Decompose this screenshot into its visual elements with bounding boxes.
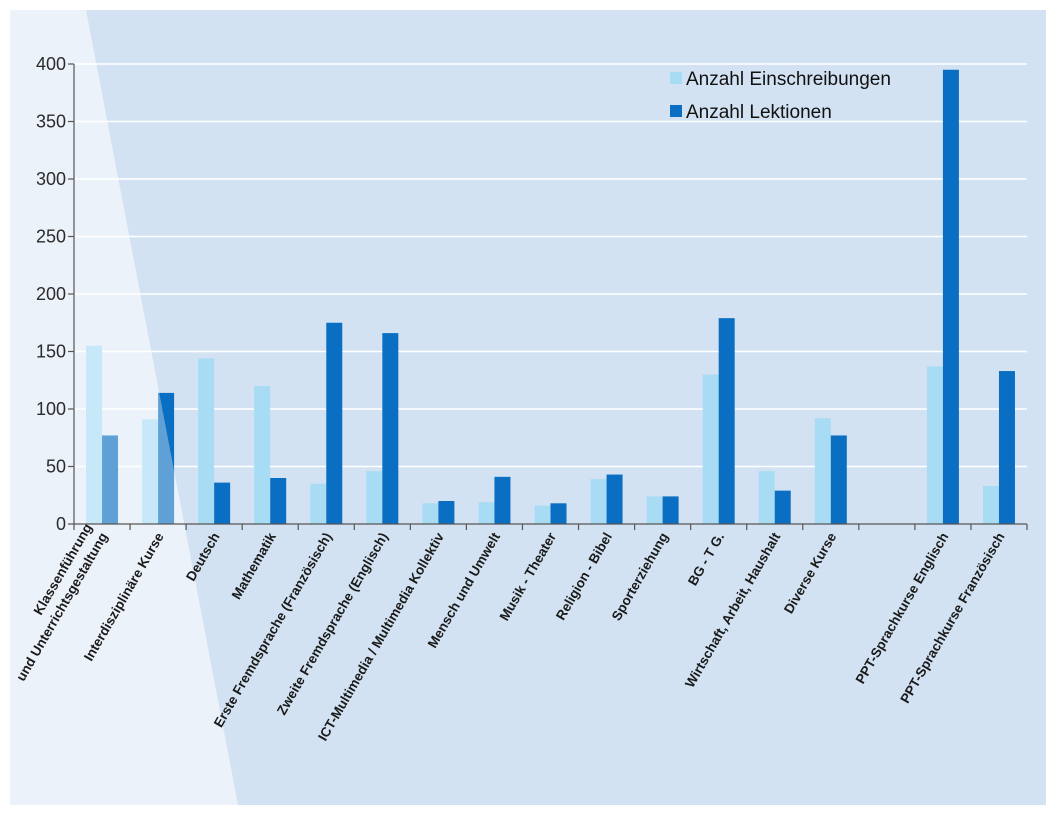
bar-lektionen (214, 482, 231, 524)
legend: Anzahl Einschreibungen Anzahl Lektionen (670, 69, 891, 123)
bar-lektionen (382, 333, 399, 524)
bar-lektionen (326, 322, 343, 524)
bar-einschreibungen (310, 483, 327, 524)
bar-lektionen (998, 371, 1015, 524)
bar-einschreibungen (814, 418, 831, 524)
bar-lektionen (494, 476, 511, 524)
bar-lektionen (774, 490, 791, 524)
bar-lektionen (718, 318, 735, 524)
axes (68, 63, 1028, 530)
bar-einschreibungen (982, 486, 999, 524)
legend-label: Anzahl Einschreibungen (686, 69, 891, 90)
bar-einschreibungen (758, 471, 775, 524)
bar-lektionen (158, 392, 175, 524)
legend-swatch (670, 105, 682, 117)
bars (10, 10, 1015, 805)
bar-einschreibungen (590, 479, 607, 524)
legend-swatch (670, 72, 682, 84)
y-axis-ticks: 0 50 100 150 200 250 300 350 400 (36, 54, 66, 534)
bar-lektionen (438, 501, 455, 524)
bar-lektionen (550, 503, 567, 524)
y-tick-label: 0 (56, 514, 66, 534)
bar-einschreibungen (142, 419, 159, 524)
grid-lines (74, 63, 1027, 468)
bar-lektionen (830, 435, 847, 524)
legend-label: Anzahl Lektionen (686, 102, 832, 123)
bar-lektionen (270, 478, 287, 524)
bar-lektionen (942, 69, 959, 524)
y-tick-label: 350 (36, 112, 66, 132)
bar-einschreibungen (422, 503, 439, 524)
bar-einschreibungen (86, 345, 103, 524)
y-tick-label: 50 (46, 457, 66, 477)
panel-light-stripe (10, 10, 238, 805)
bar-lektionen (662, 496, 679, 524)
y-tick-label: 200 (36, 284, 66, 304)
bar-lektionen (606, 474, 623, 524)
bar-einschreibungen (534, 505, 551, 524)
bar-einschreibungen (702, 374, 719, 524)
y-tick-label: 400 (36, 54, 66, 74)
y-tick-label: 150 (36, 342, 66, 362)
y-tick-label: 100 (36, 399, 66, 419)
bar-einschreibungen (926, 366, 943, 524)
bar-einschreibungen (646, 496, 663, 524)
y-tick-label: 250 (36, 227, 66, 247)
bar-einschreibungen (478, 502, 495, 524)
bar-einschreibungen (254, 386, 271, 524)
stripe-overlay (10, 10, 238, 805)
bar-lektionen (102, 435, 119, 524)
bar-einschreibungen (366, 471, 383, 524)
bar-einschreibungen (198, 358, 215, 524)
y-tick-label: 300 (36, 169, 66, 189)
